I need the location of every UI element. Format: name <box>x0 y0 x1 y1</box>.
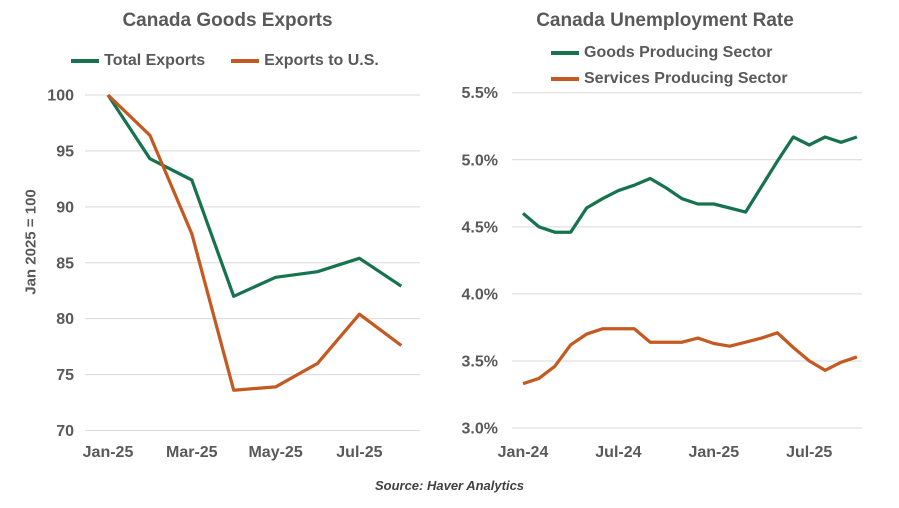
services-sector-line-swatch <box>551 77 579 81</box>
y-tick-label: 3.5% <box>462 353 498 370</box>
x-tick-label: Jul-25 <box>786 444 832 461</box>
x-tick-label: Jul-24 <box>595 444 641 461</box>
y-tick-label: 85 <box>56 255 74 272</box>
x-tick-label: Jan-24 <box>498 444 549 461</box>
y-tick-label: 4.5% <box>462 219 498 236</box>
y-tick-label: 70 <box>56 423 74 440</box>
left-chart-legend: Total Exports Exports to U.S. <box>0 48 450 74</box>
y-tick-label: 90 <box>56 199 74 216</box>
legend-label-goods-sector: Goods Producing Sector <box>584 44 773 61</box>
left-chart-title: Canada Goods Exports <box>122 10 333 31</box>
legend-label-total-exports: Total Exports <box>104 52 206 69</box>
y-tick-label: 4.0% <box>462 286 498 303</box>
right-chart-title: Canada Unemployment Rate <box>536 10 794 31</box>
x-tick-label: Jul-25 <box>336 444 382 461</box>
legend-item-goods-sector: Goods Producing Sector <box>551 40 788 66</box>
legend-item-services-sector: Services Producing Sector <box>551 66 788 92</box>
x-tick-label: May-25 <box>248 444 302 461</box>
legend-item-total-exports: Total Exports <box>71 48 205 74</box>
series-line <box>106 94 403 298</box>
legend-label-services-sector: Services Producing Sector <box>584 70 788 87</box>
y-tick-label: 5.0% <box>462 152 498 169</box>
y-tick-label: 3.0% <box>462 421 498 438</box>
goods-sector-line-swatch <box>551 51 579 55</box>
x-tick-label: Jan-25 <box>83 444 134 461</box>
series-line <box>522 327 858 386</box>
y-tick-label: 95 <box>56 143 74 160</box>
legend-label-exports-to-us: Exports to U.S. <box>264 52 379 69</box>
legend-item-exports-to-us: Exports to U.S. <box>231 48 379 74</box>
y-tick-label: 100 <box>47 88 74 105</box>
y-tick-label: 75 <box>56 367 74 384</box>
series-line <box>521 135 858 234</box>
y-tick-label: 5.5% <box>462 85 498 102</box>
x-tick-label: Jan-25 <box>688 444 739 461</box>
exports-to-us-line-swatch <box>231 59 260 63</box>
source-note: Source: Haver Analytics <box>374 478 525 493</box>
series-line <box>106 93 403 392</box>
y-tick-label: 80 <box>56 311 74 328</box>
total-exports-line-swatch <box>71 59 100 63</box>
x-tick-label: Mar-25 <box>166 444 218 461</box>
right-chart-legend: Goods Producing Sector Services Producin… <box>551 40 788 92</box>
